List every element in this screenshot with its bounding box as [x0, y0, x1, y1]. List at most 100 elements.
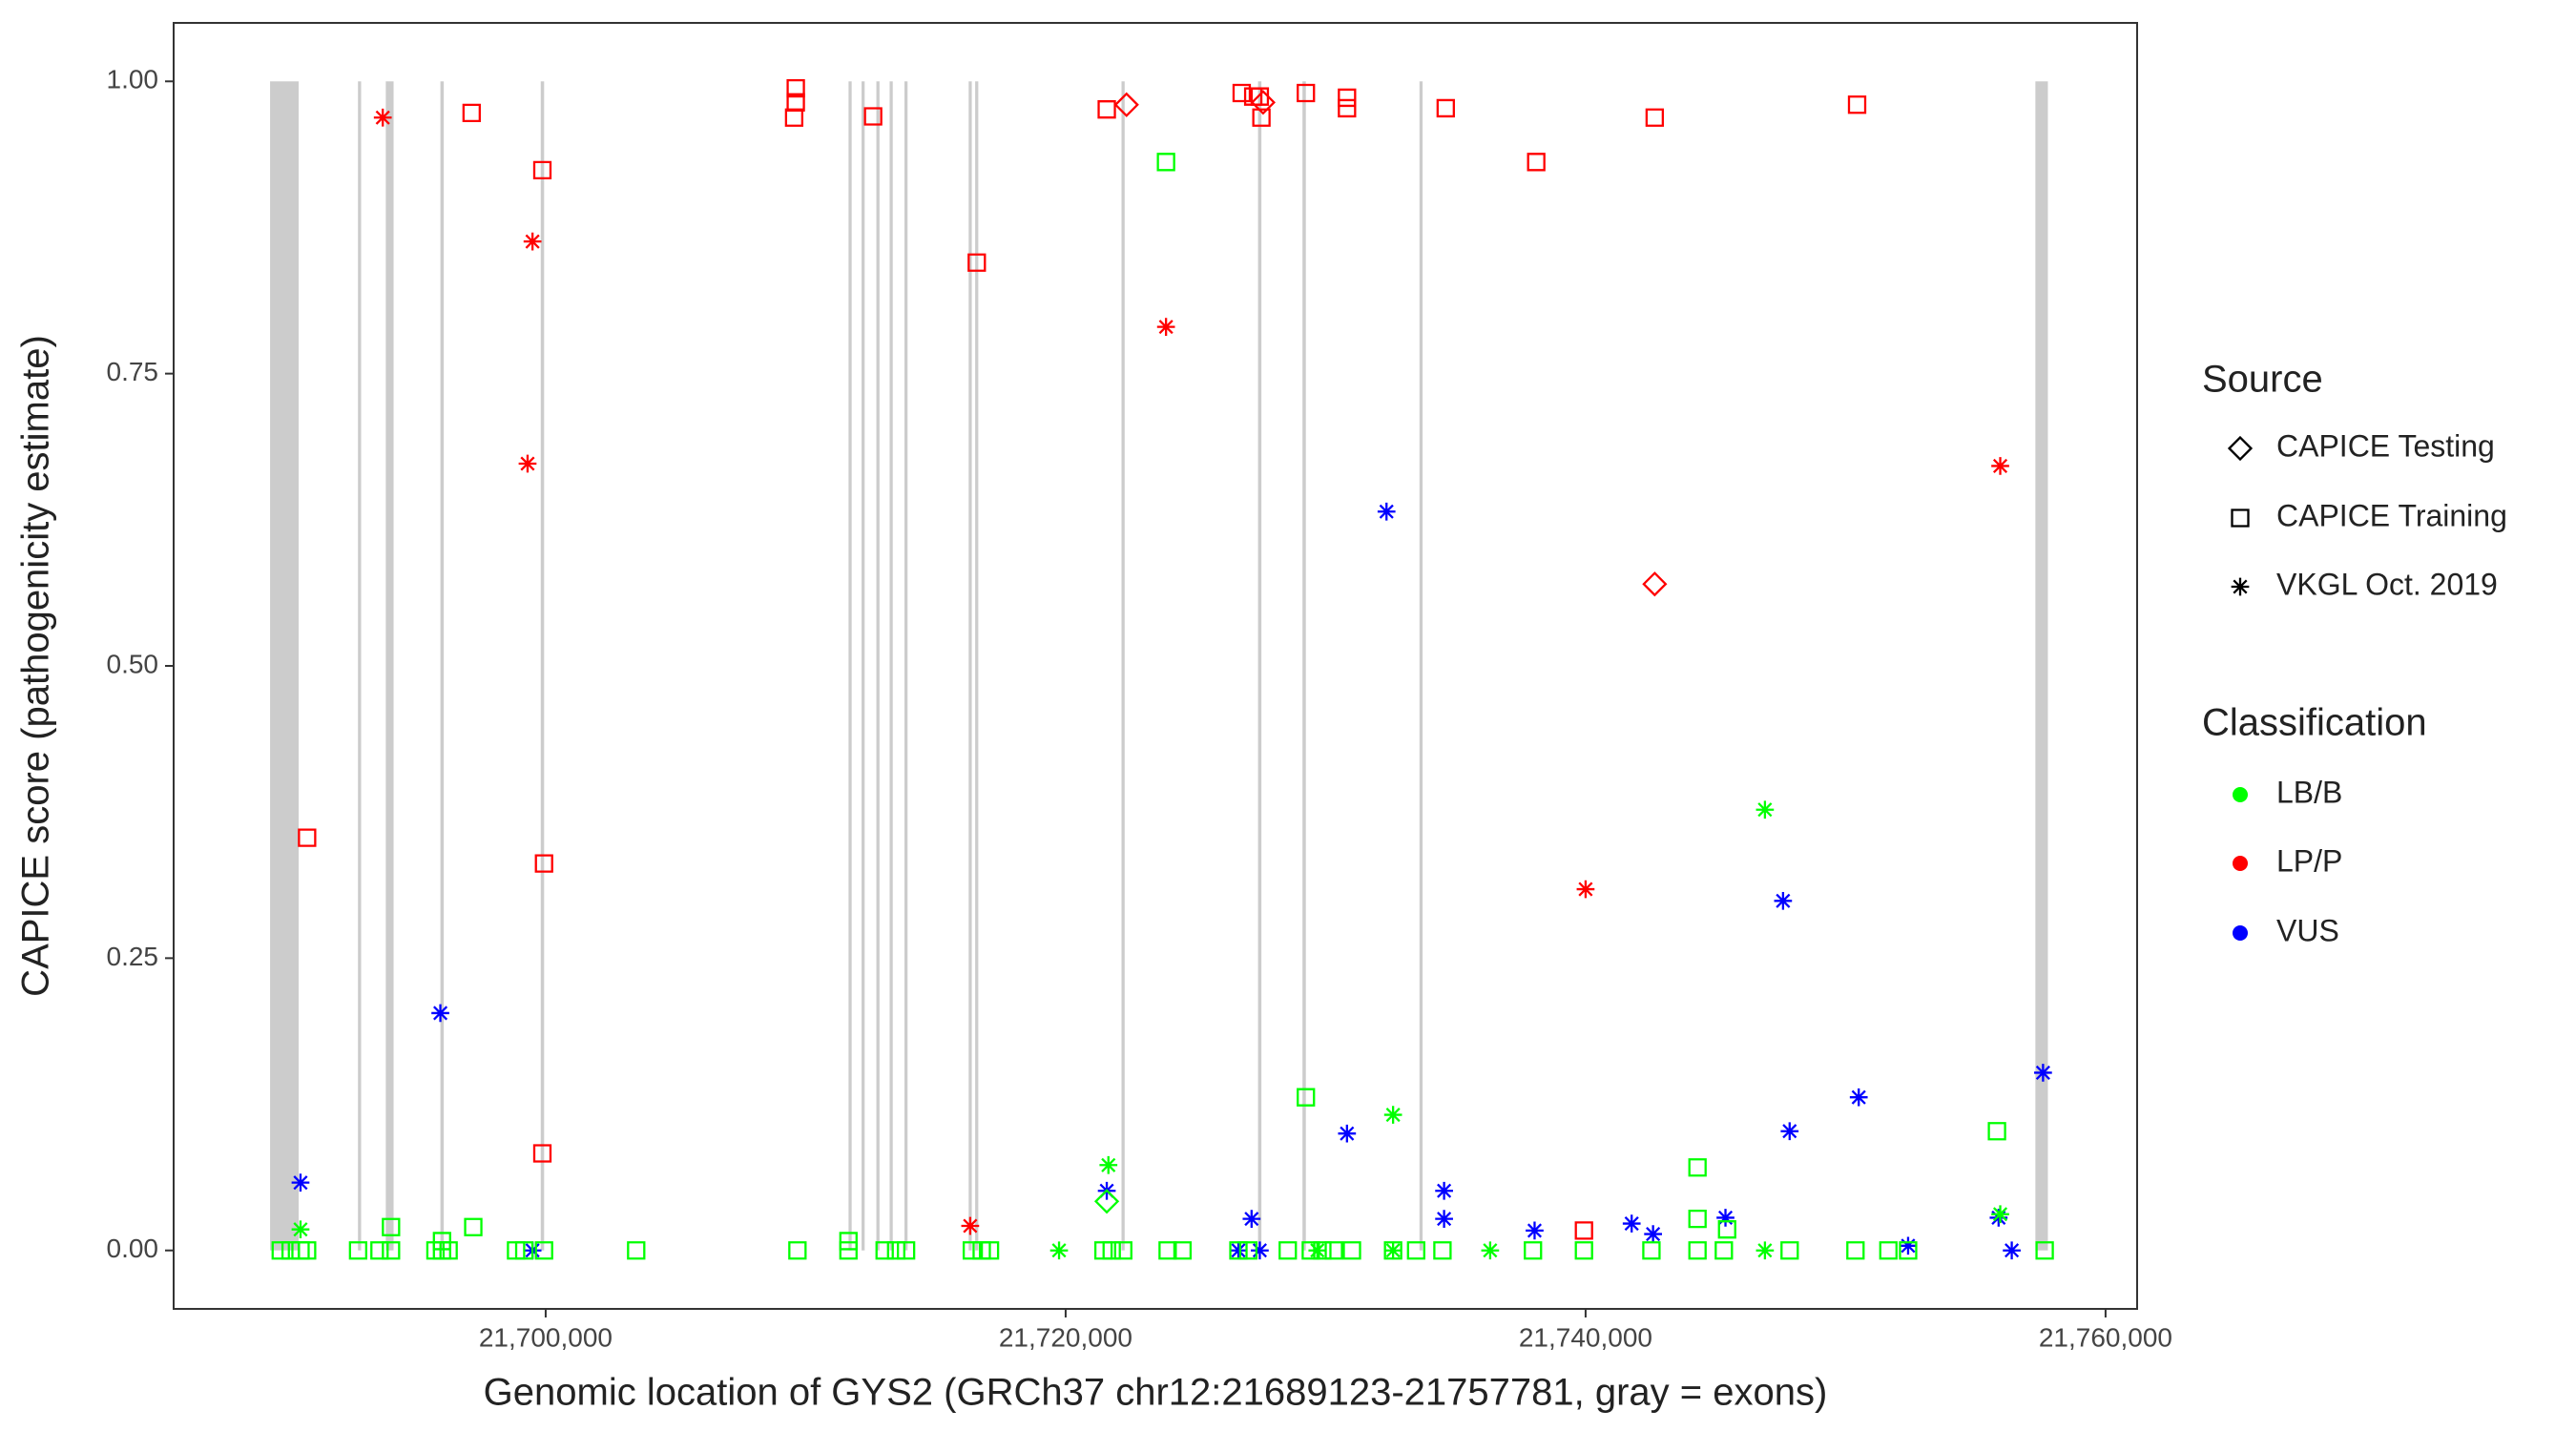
x-tick-label: 21,740,000: [1519, 1322, 1652, 1352]
point: [462, 103, 481, 123]
point: [1899, 1236, 1918, 1255]
point: [1526, 1221, 1544, 1240]
point: [1250, 90, 1276, 115]
exon: [848, 81, 852, 1251]
exon: [968, 81, 972, 1251]
point: [1383, 1241, 1402, 1260]
legend-symbol: [2227, 435, 2254, 462]
point: [534, 854, 553, 873]
point: [2035, 1241, 2054, 1260]
exon: [2035, 81, 2048, 1251]
point: [1097, 100, 1116, 119]
point: [1099, 1155, 1118, 1174]
point: [534, 1241, 553, 1260]
point: [788, 1241, 807, 1260]
point: [523, 232, 542, 251]
legend-label: LB/B: [2276, 775, 2342, 809]
point: [1989, 1209, 2008, 1227]
point: [1688, 1209, 1707, 1229]
point: [348, 1241, 367, 1260]
point: [1622, 1214, 1641, 1233]
point: [1156, 318, 1175, 336]
point: [786, 93, 805, 112]
point: [1436, 98, 1455, 118]
point: [1113, 1241, 1132, 1260]
legend-label: LP/P: [2276, 843, 2342, 878]
point: [439, 1241, 458, 1260]
point: [1642, 1241, 1661, 1260]
legend-label: CAPICE Training: [2276, 498, 2507, 532]
point: [1093, 1189, 1120, 1214]
point: [1435, 1181, 1453, 1200]
point: [514, 1241, 534, 1260]
point: [1324, 1241, 1343, 1260]
point: [1714, 1241, 1734, 1260]
point: [1755, 1241, 1775, 1260]
point: [1297, 1088, 1316, 1107]
x-tick-label: 21,760,000: [2039, 1322, 2172, 1352]
point: [1383, 1241, 1402, 1260]
point: [1716, 1209, 1735, 1227]
y-tick-label: 0.50: [107, 649, 159, 678]
point: [1433, 1241, 1452, 1260]
point: [1899, 1241, 1918, 1260]
y-axis-title: CAPICE score (pathogenicity estimate): [15, 335, 57, 997]
point: [863, 107, 883, 126]
point: [1527, 153, 1546, 172]
point: [1717, 1220, 1736, 1239]
point: [1574, 1241, 1593, 1260]
point: [1238, 1241, 1258, 1260]
point: [1342, 1241, 1361, 1260]
point: [1156, 153, 1175, 172]
point: [370, 1241, 389, 1260]
point: [1755, 800, 1775, 819]
point: [1780, 1122, 1799, 1141]
exon: [358, 81, 362, 1251]
point: [1991, 457, 2009, 475]
point: [1338, 88, 1357, 108]
point: [518, 454, 537, 473]
exon: [1419, 81, 1423, 1251]
point: [1642, 571, 1668, 597]
point: [1338, 1124, 1357, 1143]
point: [291, 1220, 310, 1239]
point: [1780, 1241, 1799, 1260]
y-tick-label: 0.75: [107, 357, 159, 386]
point: [967, 253, 987, 272]
point: [1846, 1241, 1865, 1260]
point: [373, 108, 392, 127]
legend-symbol: [2231, 577, 2250, 596]
point: [1383, 1106, 1402, 1124]
legend-title: Source: [2202, 359, 2323, 401]
point: [839, 1232, 858, 1251]
exon: [889, 81, 893, 1251]
point: [1644, 1225, 1662, 1243]
point: [1406, 1241, 1425, 1260]
point: [1250, 87, 1270, 106]
point: [1645, 108, 1665, 127]
point: [1576, 880, 1595, 899]
point: [1524, 1241, 1543, 1260]
point: [1849, 1088, 1868, 1107]
point: [1049, 1241, 1069, 1260]
point: [961, 1216, 980, 1235]
exon: [385, 81, 394, 1251]
point: [1435, 1210, 1453, 1228]
exon: [1257, 81, 1262, 1251]
panel-border: [173, 22, 2138, 1310]
point: [784, 108, 804, 127]
point: [298, 1241, 317, 1260]
point: [1113, 92, 1139, 117]
exon: [440, 81, 445, 1251]
x-axis-title: Genomic location of GYS2 (GRCh37 chr12:2…: [484, 1372, 1828, 1414]
point: [1481, 1241, 1500, 1260]
exon: [540, 81, 545, 1251]
point: [1252, 108, 1271, 127]
point: [1278, 1241, 1298, 1260]
point: [382, 1241, 401, 1260]
point: [1232, 83, 1252, 103]
y-tick-label: 0.25: [107, 942, 159, 971]
point: [1774, 891, 1793, 910]
point: [1991, 1205, 2009, 1224]
